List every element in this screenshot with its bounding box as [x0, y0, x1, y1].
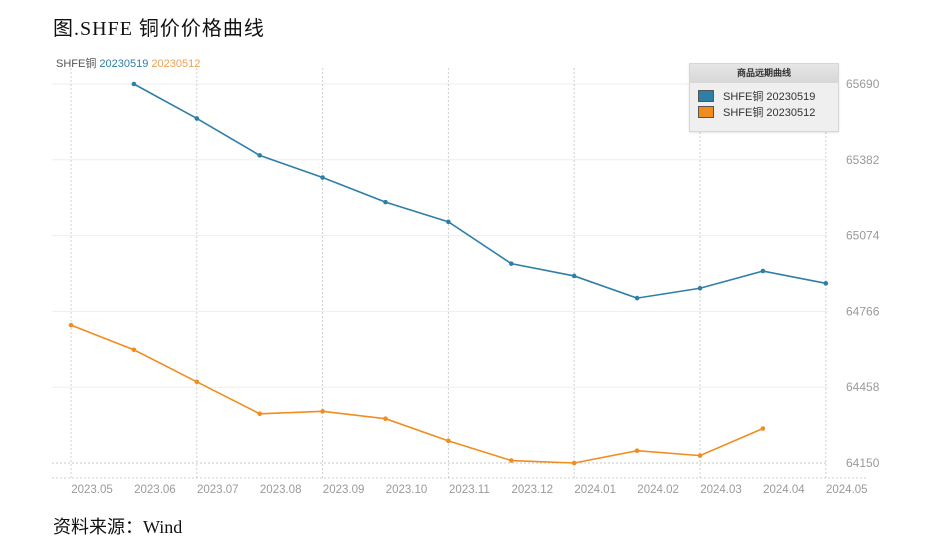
x-tick-label: 2023.11 [449, 484, 490, 496]
legend-title: 商品远期曲线 [690, 64, 838, 83]
data-point [571, 273, 577, 279]
legend-label: SHFE铜 20230519 [723, 91, 816, 103]
source-note: 资料来源：Wind [53, 517, 183, 537]
data-point [320, 175, 325, 180]
y-tick-label: 64150 [846, 456, 880, 470]
y-tick-label: 65074 [846, 229, 880, 243]
data-point [760, 268, 766, 274]
data-point [697, 285, 703, 291]
x-tick-label: 2024.04 [763, 484, 805, 496]
x-tick-label: 2024.02 [637, 484, 679, 496]
data-point [446, 438, 451, 444]
subtitle-series-2: 20230512 [151, 58, 201, 70]
data-point [257, 411, 263, 417]
x-tick-label: 2023.10 [386, 484, 428, 496]
data-point [194, 379, 200, 385]
data-point [131, 347, 137, 353]
data-point [446, 219, 451, 225]
x-tick-label: 2023.12 [512, 484, 554, 496]
data-point [634, 295, 640, 301]
y-tick-label: 64458 [846, 380, 880, 394]
chart-legend: 商品远期曲线 SHFE铜 20230519 SHFE铜 20230512 [689, 63, 839, 132]
data-point [634, 448, 640, 453]
chart-title: 图.SHFE 铜价价格曲线 [53, 18, 265, 40]
x-tick-label: 2023.09 [323, 484, 365, 496]
y-tick-label: 65382 [846, 153, 880, 167]
x-tick-label: 2024.05 [826, 484, 868, 496]
x-tick-label: 2024.03 [700, 484, 742, 496]
chart-subtitle: SHFE铜 20230519 20230512 [56, 55, 200, 71]
subtitle-prefix: SHFE铜 [56, 58, 97, 70]
data-point [509, 458, 514, 463]
data-point [383, 416, 388, 422]
data-point [194, 116, 200, 121]
legend-swatch-blue [698, 90, 714, 102]
data-point [697, 453, 703, 458]
subtitle-series-1: 20230519 [99, 58, 149, 70]
data-point [257, 153, 263, 158]
data-point [131, 81, 137, 87]
y-tick-label: 64766 [846, 304, 880, 318]
legend-item-20230512[interactable]: SHFE铜 20230512 [690, 104, 838, 120]
data-point [383, 199, 388, 205]
legend-item-20230519[interactable]: SHFE铜 20230519 [690, 88, 838, 104]
data-point [320, 409, 325, 414]
x-tick-label: 2024.01 [574, 484, 616, 496]
x-tick-label: 2023.06 [134, 484, 176, 496]
legend-swatch-orange [698, 106, 714, 118]
data-point [760, 426, 766, 431]
legend-label: SHFE铜 20230512 [723, 107, 816, 119]
x-tick-label: 2023.07 [197, 484, 239, 496]
x-tick-label: 2023.08 [260, 484, 302, 496]
y-tick-label: 65690 [846, 77, 880, 91]
data-point [571, 460, 577, 466]
data-point [509, 261, 514, 266]
data-point [68, 322, 74, 328]
data-point [823, 281, 829, 286]
x-tick-label: 2023.05 [71, 484, 113, 496]
